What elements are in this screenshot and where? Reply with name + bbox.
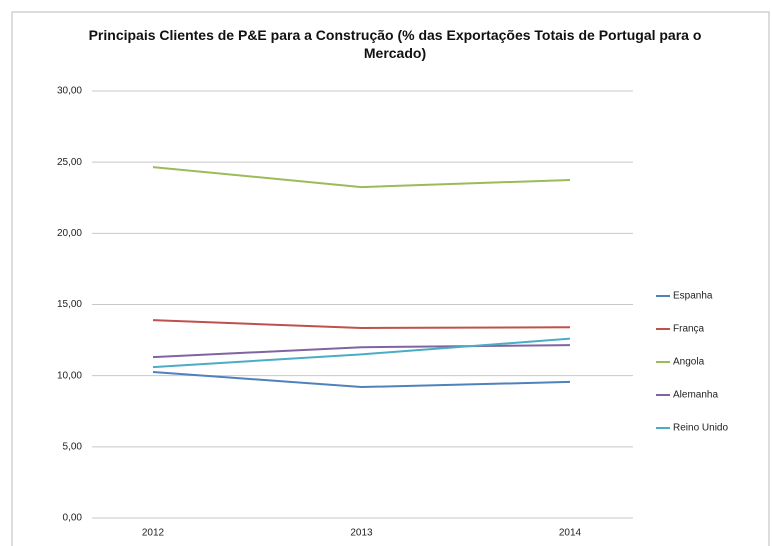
series-line <box>152 370 571 389</box>
chart-frame <box>11 11 770 546</box>
x-tick-label: 2013 <box>350 528 373 539</box>
series-line <box>152 166 571 189</box>
chart-title: Principais Clientes de P&E para a Constr… <box>88 27 702 61</box>
y-tick-label: 0,00 <box>63 513 83 524</box>
y-tick-label: 5,00 <box>63 441 83 452</box>
series-line <box>152 337 571 369</box>
legend-label: Angola <box>673 357 705 368</box>
legend-label: Reino Unido <box>673 423 728 434</box>
legend-label: Espanha <box>673 291 713 302</box>
legend-label: França <box>673 324 705 335</box>
x-tick-label: 2014 <box>559 528 582 539</box>
series-line <box>152 344 571 359</box>
legend-label: Alemanha <box>673 390 718 401</box>
y-tick-label: 10,00 <box>57 370 82 381</box>
x-tick-label: 2012 <box>142 528 165 539</box>
y-tick-label: 15,00 <box>57 299 82 310</box>
series-line <box>152 319 571 329</box>
y-tick-label: 30,00 <box>57 86 82 97</box>
y-tick-label: 25,00 <box>57 157 82 168</box>
y-tick-label: 20,00 <box>57 228 82 239</box>
